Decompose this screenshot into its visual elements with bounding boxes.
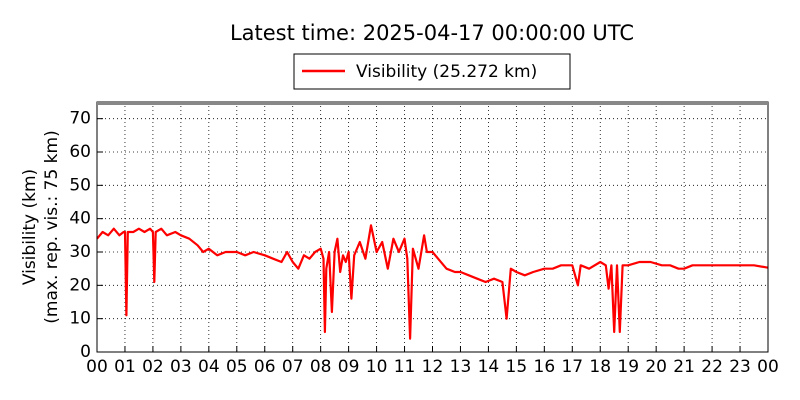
x-tick-label: 21: [673, 357, 695, 377]
x-tick-label: 00: [757, 357, 779, 377]
y-tick-label: 20: [69, 275, 91, 295]
chart-title: Latest time: 2025-04-17 00:00:00 UTC: [230, 21, 634, 45]
x-tick-label: 04: [198, 357, 220, 377]
y-axis-label: (max. rep. vis.: 75 km): [42, 130, 62, 323]
x-tick-label: 15: [506, 357, 528, 377]
legend-label: Visibility (25.272 km): [356, 62, 537, 82]
top-band: [97, 101, 768, 105]
x-tick-label: 12: [422, 357, 444, 377]
x-tick-label: 10: [366, 357, 388, 377]
y-tick-label: 0: [80, 342, 91, 362]
x-tick-label: 01: [114, 357, 136, 377]
y-tick-label: 50: [69, 175, 91, 195]
y-tick-label: 70: [69, 109, 91, 129]
x-tick-label: 22: [701, 357, 723, 377]
data-line: [96, 224, 769, 340]
x-tick-label: 03: [170, 357, 192, 377]
x-tick-label: 07: [282, 357, 304, 377]
y-tick-label: 10: [69, 309, 91, 329]
x-tick-label: 19: [617, 357, 639, 377]
x-tick-label: 02: [142, 357, 164, 377]
x-tick-label: 00: [86, 357, 108, 377]
y-axis-label: Visibility (km): [20, 169, 40, 285]
x-tick-label: 05: [226, 357, 248, 377]
x-tick-label: 11: [394, 357, 416, 377]
x-tick-label: 08: [310, 357, 332, 377]
x-tick-label: 20: [645, 357, 667, 377]
x-tick-label: 17: [561, 357, 583, 377]
x-tick-label: 14: [478, 357, 500, 377]
y-tick-label: 60: [69, 142, 91, 162]
x-tick-label: 23: [729, 357, 751, 377]
y-tick-label: 30: [69, 242, 91, 262]
y-tick-label: 40: [69, 209, 91, 229]
x-tick-label: 09: [338, 357, 360, 377]
x-tick-label: 13: [450, 357, 472, 377]
x-tick-label: 16: [534, 357, 556, 377]
x-tick-label: 06: [254, 357, 276, 377]
x-tick-label: 18: [589, 357, 611, 377]
